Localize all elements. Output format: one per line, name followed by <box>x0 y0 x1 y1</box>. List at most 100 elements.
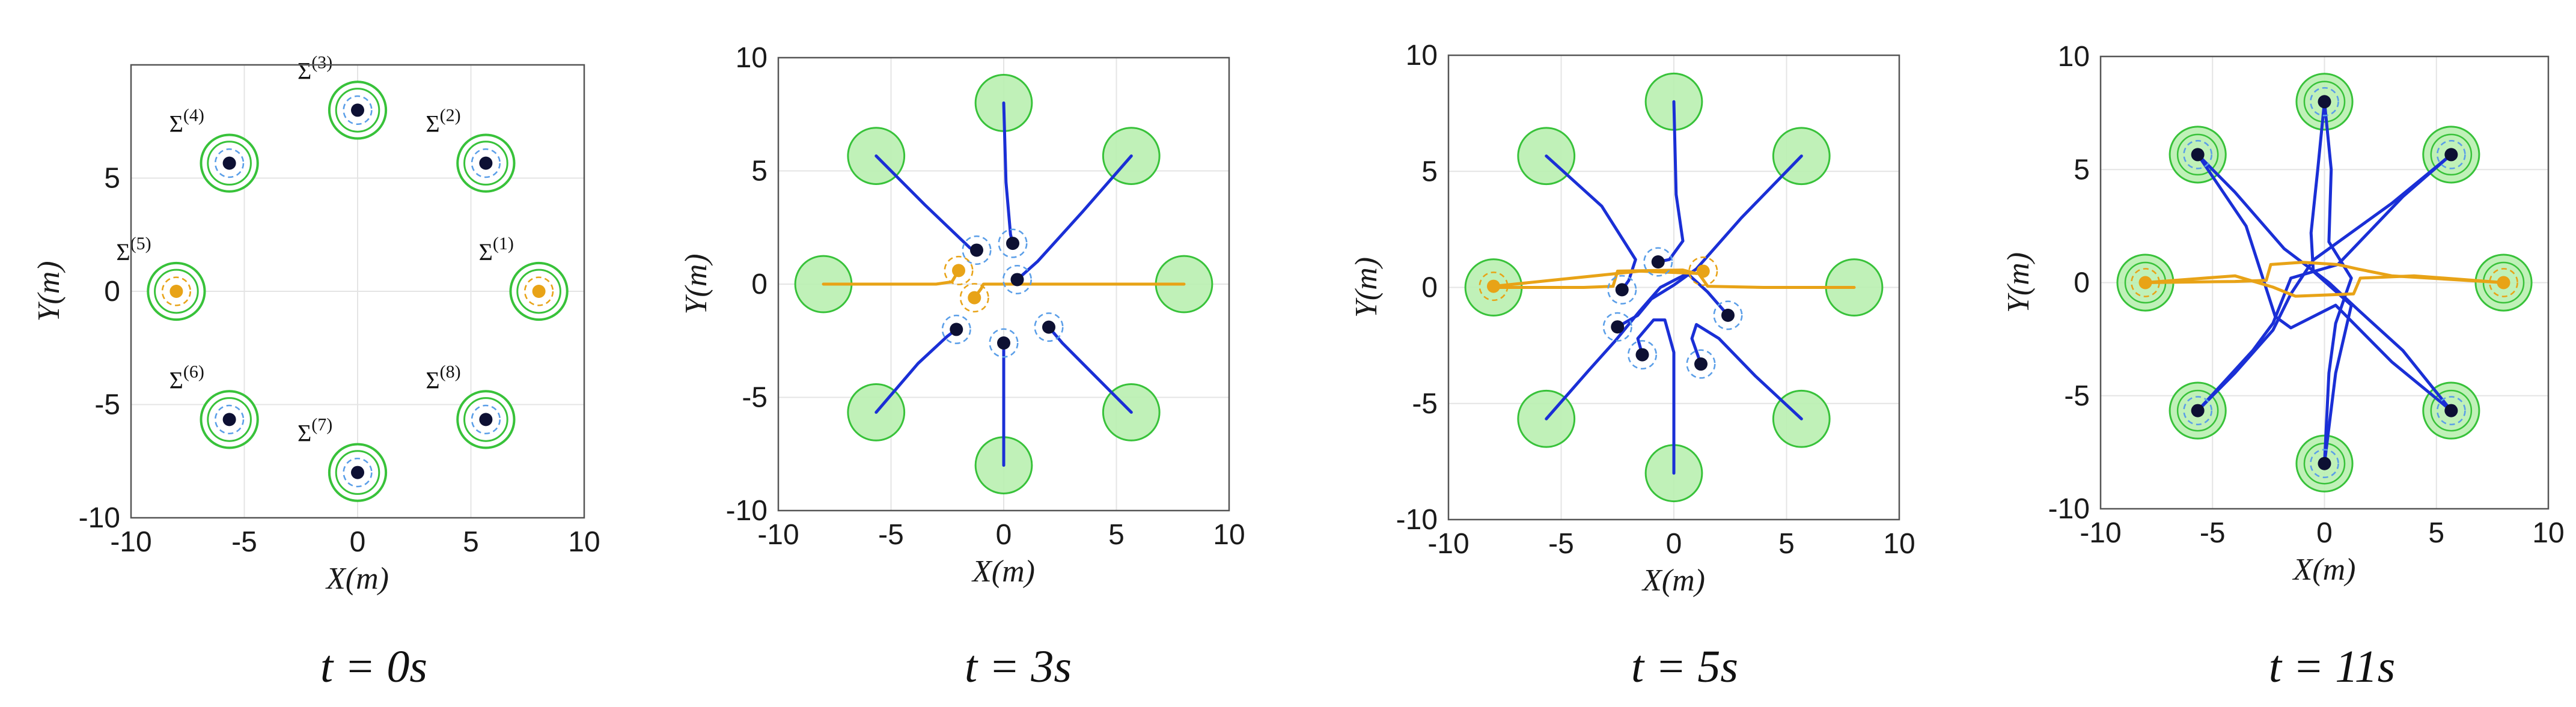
agent-safety-ring <box>989 328 1019 358</box>
x-tick-label: 10 <box>1213 519 1245 551</box>
agent-marker <box>479 413 493 426</box>
agent-marker <box>2444 148 2458 162</box>
agent-safety-ring <box>959 283 989 313</box>
agent-safety-ring <box>1713 300 1743 330</box>
agent-marker <box>222 156 236 170</box>
y-axis-label: Y(m) <box>1349 257 1384 318</box>
goal-inner-ring <box>154 269 199 314</box>
x-tick-label: -10 <box>757 519 799 551</box>
trajectory-blue <box>1690 323 1803 420</box>
x-tick-label: -5 <box>2200 517 2226 549</box>
axes-box <box>777 56 1230 512</box>
agent-label: Σ(5) <box>116 234 151 266</box>
agent-safety-ring <box>214 404 245 435</box>
agent-marker <box>1615 283 1629 297</box>
agent-safety-ring <box>214 148 245 178</box>
agent-safety-ring <box>944 255 974 285</box>
agent-safety-ring <box>1686 349 1716 379</box>
agent-safety-ring <box>471 404 501 435</box>
axes-box <box>1447 54 1900 521</box>
agent-marker <box>2191 404 2205 417</box>
agent-safety-ring <box>2183 140 2213 169</box>
trajectory-orange <box>2144 261 2505 284</box>
agent-safety-ring <box>2436 140 2466 169</box>
agent-marker <box>2138 276 2152 290</box>
agent-safety-ring <box>1479 272 1509 302</box>
x-tick-label: -5 <box>878 519 904 551</box>
agent-marker <box>351 466 364 479</box>
panel-3: -10 -5 0 5 10 -10 -5 0 5 10 X(m) Y(m) t = 5s <box>1349 40 1915 692</box>
panel-2: -10 -5 0 5 10 -10 -5 0 5 10 X(m) Y(m) t = 3s <box>679 42 1245 692</box>
x-tick-label: 5 <box>463 526 479 558</box>
x-tick-label: 10 <box>1883 528 1915 560</box>
trajectory-blue <box>1636 318 1676 475</box>
agent-marker <box>2191 148 2205 162</box>
y-tick-label: 10 <box>736 42 768 74</box>
x-tick-label: -5 <box>231 526 257 558</box>
y-tick-label: 10 <box>1406 40 1438 71</box>
trajectory-blue <box>1656 100 1685 264</box>
x-tick-label: -10 <box>2080 517 2121 549</box>
agent-safety-ring <box>161 276 192 306</box>
trajectory-orange <box>2144 274 2505 298</box>
agent-safety-ring <box>2310 449 2339 479</box>
agent-safety-ring <box>1628 340 1657 370</box>
agent-marker <box>351 103 364 117</box>
agent-label: Σ(4) <box>169 106 204 138</box>
agent-marker <box>2318 457 2331 470</box>
x-tick-label: 10 <box>568 526 600 558</box>
y-tick-label: 0 <box>104 276 120 308</box>
y-tick-label: -5 <box>1412 388 1438 420</box>
agent-marker <box>1042 320 1055 334</box>
trajectory-blue <box>1616 154 1803 329</box>
agent-label: Σ(7) <box>298 415 332 447</box>
agent-label: Σ(1) <box>479 234 514 266</box>
goal-inner-ring <box>2430 133 2473 176</box>
goal-inner-ring <box>2176 389 2219 432</box>
trajectory-blue <box>1545 272 1730 420</box>
y-tick-label: -10 <box>1396 504 1438 536</box>
goal-inner-ring <box>2430 389 2473 432</box>
y-tick-label: -10 <box>726 495 768 527</box>
agent-safety-ring <box>471 148 501 178</box>
y-axis-label: Y(m) <box>679 253 713 314</box>
agent-safety-ring <box>2131 268 2160 297</box>
goal-inner-ring <box>2176 133 2219 176</box>
x-tick-label: -5 <box>1548 528 1574 560</box>
trajectory-orange <box>822 269 960 286</box>
x-tick-label: -10 <box>1427 528 1469 560</box>
x-tick-label: 5 <box>2428 517 2444 549</box>
x-axis-label: X(m) <box>1641 563 1705 598</box>
agent-marker <box>970 243 983 257</box>
x-tick-label: 0 <box>1666 528 1682 560</box>
goal-inner-ring <box>463 141 508 186</box>
agent-safety-ring <box>2310 86 2339 117</box>
y-tick-label: -10 <box>2048 493 2090 525</box>
trajectory-orange <box>972 282 1186 300</box>
agent-marker <box>2444 404 2458 417</box>
x-tick-label: 10 <box>2532 517 2564 549</box>
panel-4: -10 -5 0 5 10 -10 -5 0 5 10 X(m) Y(m) t = 11s <box>2001 41 2565 692</box>
x-axis-label: X(m) <box>2292 553 2356 587</box>
x-tick-label: 0 <box>996 519 1012 551</box>
agent-safety-ring <box>523 276 554 306</box>
agent-marker <box>532 285 546 298</box>
agent-marker <box>479 156 493 170</box>
agent-marker <box>1006 237 1019 250</box>
trajectory-blue <box>1545 154 1637 291</box>
trajectory-blue <box>2196 153 2453 413</box>
y-tick-label: 5 <box>2074 154 2090 186</box>
x-tick-label: 0 <box>350 526 366 558</box>
x-axis-label: X(m) <box>325 562 389 596</box>
agent-marker <box>2497 276 2510 290</box>
panel-caption: t = 5s <box>1631 642 1738 692</box>
x-tick-label: -10 <box>110 526 151 558</box>
goal-inner-ring <box>335 88 380 133</box>
agent-label: Σ(2) <box>426 106 460 138</box>
agent-safety-ring <box>343 457 373 488</box>
agent-safety-ring <box>1602 312 1632 342</box>
agent-marker <box>950 323 963 336</box>
goal-inner-ring <box>335 450 380 495</box>
trajectory-orange <box>1492 269 1856 289</box>
